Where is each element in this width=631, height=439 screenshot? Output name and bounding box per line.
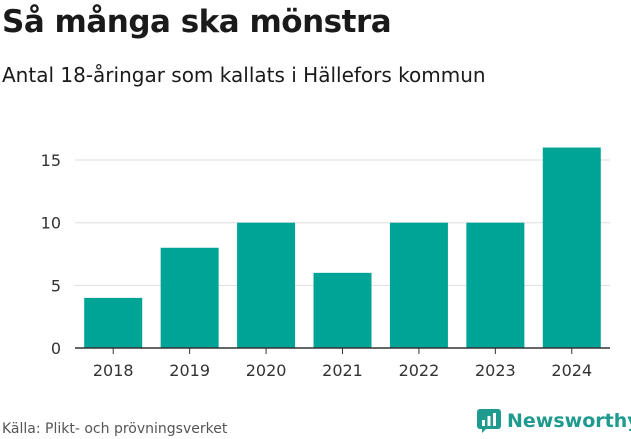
x-tick-label: 2023 (475, 361, 516, 380)
brand-name: Newsworthy (507, 410, 631, 432)
x-tick-label: 2020 (246, 361, 287, 380)
chart-subtitle: Antal 18-åringar som kallats i Hällefors… (2, 63, 486, 87)
bar (237, 222, 296, 348)
bar (160, 247, 219, 348)
bar (466, 222, 525, 348)
bar (313, 272, 372, 348)
x-tick-label: 2024 (551, 361, 592, 380)
bar (84, 297, 143, 348)
brand-logo: Newsworthy (476, 408, 631, 434)
x-tick-label: 2019 (169, 361, 210, 380)
y-tick-label: 0 (51, 339, 61, 358)
x-tick-label: 2021 (322, 361, 363, 380)
x-tick-label: 2018 (93, 361, 134, 380)
bar (542, 147, 601, 348)
newsworthy-logo-icon (477, 409, 501, 433)
x-tick-label: 2022 (399, 361, 440, 380)
source-note: Källa: Plikt- och prövningsverket (2, 421, 228, 437)
y-tick-label: 10 (41, 214, 61, 233)
bar-chart: 0 5 10 15 2018 2019 2020 2021 2022 2023 2024 (41, 147, 610, 380)
y-tick-label: 15 (41, 151, 61, 170)
bar (389, 222, 448, 348)
chart-title: Så många ska mönstra (2, 4, 392, 40)
y-tick-label: 5 (51, 276, 61, 295)
